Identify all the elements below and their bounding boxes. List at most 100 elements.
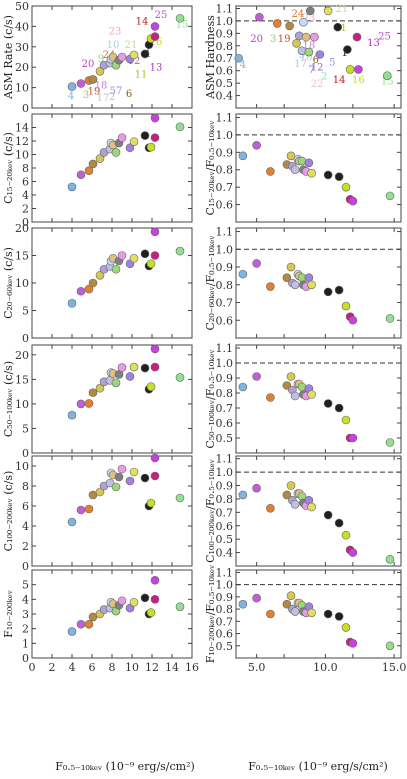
point-number-label: 9 [299,50,305,61]
data-point [117,596,127,606]
data-point [307,608,316,618]
data-point [146,259,156,269]
point-number-label: 2 [321,71,327,82]
data-point [252,593,261,603]
data-point [266,504,275,513]
data-point [385,314,395,323]
data-point [175,373,185,382]
y-axis-label: C₁₅₋₂₀ₖₑᵥ (c/s) [2,132,15,204]
data-point [341,530,351,540]
data-point [292,39,301,48]
y-tick-label: 0.5 [216,640,234,653]
y-tick-label: 1.0 [216,129,234,142]
point-number-label: 15 [176,19,189,30]
y-tick-label: 1.1 [216,226,234,239]
data-point [315,50,325,59]
data-point [117,363,127,372]
point-number-label: 10 [107,40,120,51]
y-axis-label: C₂₀₋₆₀ₖₑᵥ/F₀.₅₋₁₀ₖₑᵥ [204,236,217,331]
data-point [67,410,77,420]
y-tick-label: 15 [15,250,29,263]
data-point [117,251,127,260]
y-tick-label: 3 [22,608,29,621]
point-number-label: 57 [110,86,123,97]
y-tick-label: 14 [15,122,29,135]
data-point [111,482,121,492]
data-point [333,22,343,32]
y-tick-label: 10 [15,149,29,162]
y-tick-label: 12 [15,135,29,148]
data-point [345,65,355,74]
point-number-label: 16 [150,37,163,48]
data-point [282,490,292,500]
data-point [323,510,333,520]
y-tick-label: 6 [22,176,29,189]
plot-frame [235,113,402,223]
data-point [385,438,395,447]
data-point [382,71,392,80]
y-tick-label: 0.9 [216,146,234,159]
data-point [348,433,358,443]
data-point [76,286,86,296]
data-point [323,399,333,408]
point-number-label: 23 [109,27,122,38]
data-point [105,478,115,488]
point-number-label: 25 [155,10,168,21]
data-point [252,483,261,493]
data-point [385,554,395,564]
y-tick-label: 0.7 [216,52,234,65]
y-tick-label: 1.1 [216,2,234,15]
data-point [67,299,77,308]
data-point [290,165,300,175]
y-tick-label: 4 [22,593,29,606]
y-tick-label: 8 [22,480,29,493]
data-point [323,170,333,180]
point-number-label: 13 [150,62,163,73]
data-point [301,32,311,42]
data-point [286,262,296,272]
y-tick-label: 1.0 [216,579,234,592]
data-point [334,403,344,413]
y-tick-label: 0 [22,216,29,229]
data-point [343,45,352,54]
data-point [290,280,300,290]
y-tick-label: 0.5 [216,432,234,445]
y-tick-label: 30 [15,41,29,54]
point-number-label: 12 [128,56,141,67]
y-tick-label: 10 [15,398,29,411]
data-point [146,142,156,152]
data-point [266,282,275,291]
data-point [286,151,296,161]
data-point [238,269,248,279]
data-point [76,619,86,629]
data-point [129,137,139,146]
data-point [150,471,160,481]
y-tick-label: 0.8 [216,493,234,506]
data-point [334,612,344,621]
y-tick-label: 10 [15,460,29,473]
data-point [76,399,86,409]
data-point [352,32,362,42]
data-point [348,315,358,325]
data-point [323,287,333,297]
data-point [234,53,244,63]
y-tick-label: 0.8 [216,164,234,177]
y-tick-label: 0.7 [216,297,234,310]
x-tick-label: 16 [185,661,199,674]
x-tick-label: 10.0 [313,661,338,674]
y-tick-label: 0.4 [216,90,234,103]
data-point [341,182,351,192]
data-point [140,131,150,140]
y-tick-label: 0.9 [216,261,234,274]
plot-frame [31,113,193,223]
y-tick-label: 0.8 [216,387,234,400]
data-point [385,641,395,651]
y-tick-label: 0.5 [216,77,234,90]
data-point [323,6,333,16]
point-number-label: 23 [303,13,316,24]
data-point [76,79,86,88]
point-number-label: 15 [381,76,394,87]
data-point [299,17,308,27]
point-number-label: 20 [82,59,95,70]
